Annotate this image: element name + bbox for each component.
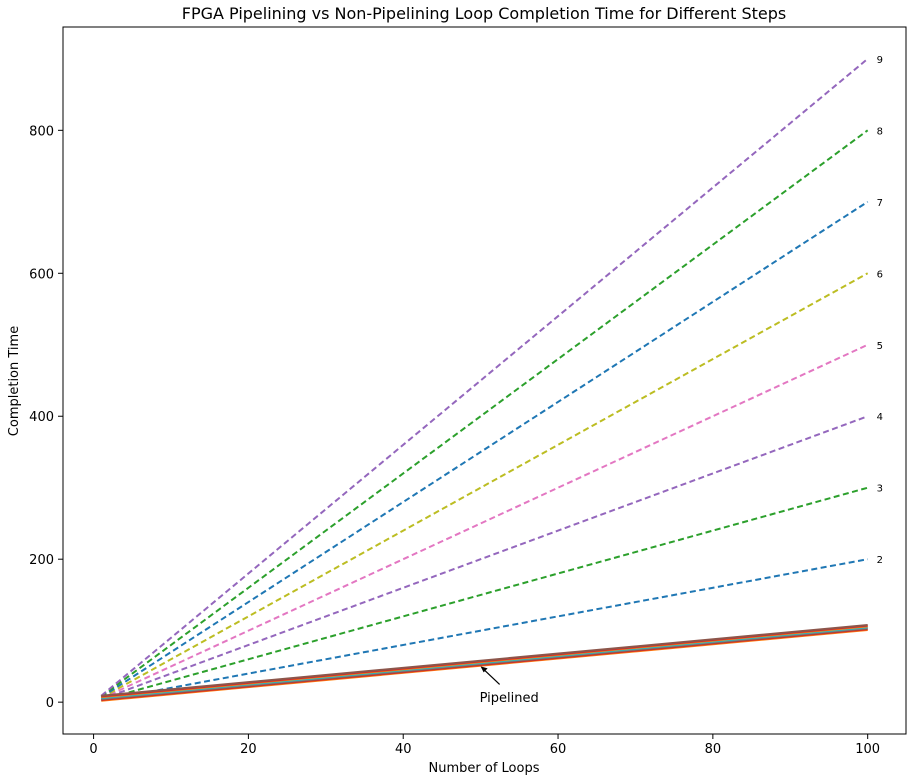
non-pipelined-label-2: 2 — [877, 555, 883, 566]
y-tick-label-200: 200 — [29, 553, 54, 568]
non-pipelined-label-9: 9 — [877, 55, 883, 66]
non-pipelined-line-4 — [100, 415, 869, 701]
y-tick-label-600: 600 — [29, 267, 54, 282]
x-tick-label-0: 0 — [89, 742, 97, 757]
axes-frame — [62, 26, 907, 735]
x-tick-label-60: 60 — [550, 742, 567, 757]
y-axis-label: Completion Time — [7, 326, 22, 436]
non-pipelined-line-6 — [100, 272, 869, 699]
x-tick-label-100: 100 — [855, 742, 880, 757]
non-pipelined-label-8: 8 — [877, 126, 883, 137]
plot-area: 2 3 4 5 6 7 8 9 Pipelined 0 20 40 60 80 100 0 200 400 600 8… — [29, 26, 907, 757]
non-pipelined-line-5 — [100, 343, 869, 700]
y-tick-label-400: 400 — [29, 410, 54, 425]
y-tick-label-800: 800 — [29, 124, 54, 139]
non-pipelined-label-5: 5 — [877, 341, 883, 352]
non-pipelined-line-7 — [100, 200, 869, 698]
annotation-arrow-head — [480, 666, 488, 673]
non-pipelined-label-3: 3 — [877, 484, 883, 495]
pipelined-line-8 — [101, 623, 868, 697]
y-tick-label-0: 0 — [46, 696, 54, 711]
non-pipelined-label-7: 7 — [877, 198, 883, 209]
annotation-text: Pipelined — [480, 691, 539, 706]
non-pipelined-label-6: 6 — [877, 269, 883, 280]
x-tick-label-20: 20 — [240, 742, 257, 757]
chart-title: FPGA Pipelining vs Non-Pipelining Loop C… — [182, 4, 787, 23]
non-pipelined-line-2 — [101, 558, 868, 702]
x-axis-label: Number of Loops — [429, 761, 540, 776]
x-tick-label-80: 80 — [705, 742, 722, 757]
non-pipelined-label-4: 4 — [877, 412, 883, 423]
non-pipelined-line-9 — [100, 58, 869, 697]
x-tick-label-40: 40 — [395, 742, 412, 757]
non-pipelined-line-8 — [100, 129, 869, 698]
